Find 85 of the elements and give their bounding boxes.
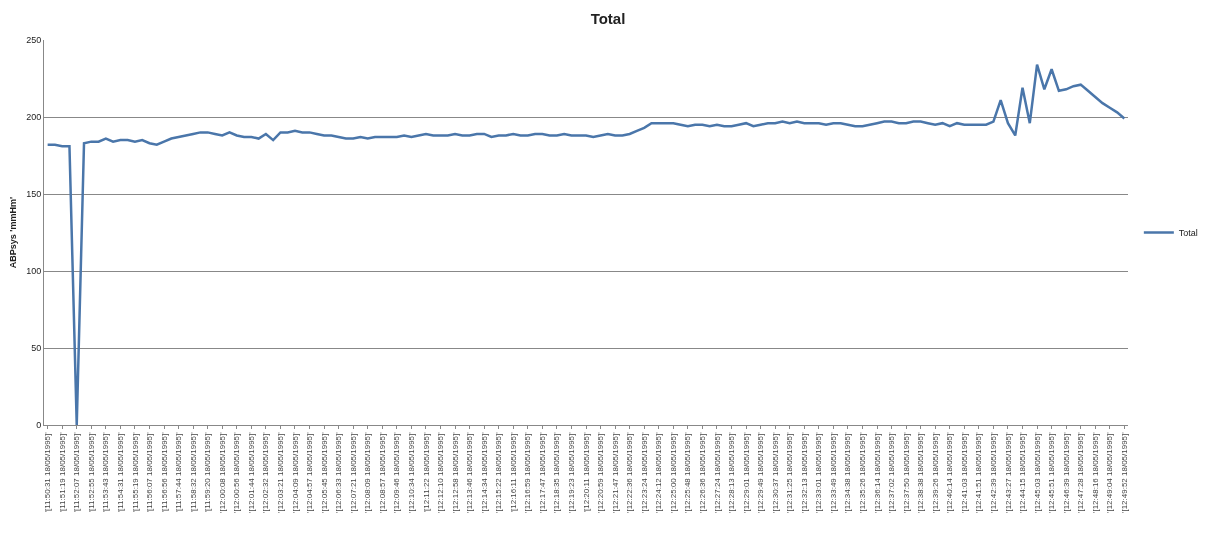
x-tick-label: '[12:37:50 18/05/1995]': [901, 431, 911, 514]
x-tick-label: '[11:56:56 18/05/1995]': [159, 431, 169, 513]
x-tick-label: '[12:46:39 18/05/1995]': [1061, 431, 1071, 514]
x-tick-label: '[11:57:44 18/05/1995]': [174, 431, 184, 513]
x-tick-label: '[12:38:38 18/05/1995]': [916, 431, 926, 514]
x-tick-label: '[12:27:24 18/05/1995]': [712, 431, 722, 514]
x-tick-label: '[12:26:36 18/05/1995]': [698, 431, 707, 514]
legend-label: Total: [1178, 228, 1198, 239]
x-tick-label: '[12:18:35 18/05/1995]': [552, 431, 562, 514]
x-tick-label: '[12:16:59 18/05/1995]': [523, 431, 533, 514]
x-tick-label: '[12:14:34 18/05/1995]': [479, 431, 489, 514]
x-tick-label: '[12:35:26 18/05/1995]': [858, 431, 868, 514]
x-tick-label: '[12:41:03 18/05/1995]': [959, 431, 969, 514]
x-tick-label: '[12:12:58 18/05/1995]': [450, 431, 460, 514]
line-series: [46, 63, 1126, 425]
x-tick-label: '[12:05:45 18/05/1995]': [319, 431, 329, 514]
y-tick-label: 100: [26, 266, 42, 277]
x-tick-label: '[12:32:13 18/05/1995]': [799, 431, 809, 514]
x-tick-label: '[12:45:51 18/05/1995]': [1047, 431, 1057, 514]
x-tick-label: '[12:41:51 18/05/1995]': [974, 431, 984, 514]
x-tick-label: '[12:44:15 18/05/1995]': [1018, 431, 1028, 514]
x-tick-label: '[12:49:52 18/05/1995]': [1119, 431, 1129, 514]
x-tick-label: '[12:16:11 18/05/1995]': [508, 431, 518, 513]
x-tick-label: '[12:25:00 18/05/1995]': [668, 431, 678, 514]
x-tick-label: '[12:07:21 18/05/1995]': [348, 431, 358, 514]
y-tick-label: 50: [31, 343, 42, 354]
x-tick-label: '[12:31:25 18/05/1995]': [785, 431, 795, 514]
x-tick-label: '[11:56:07 18/05/1995]': [145, 431, 155, 513]
x-tick-label: '[11:50:31 18/05/1995]': [43, 431, 53, 513]
x-tick-label: '[12:17:47 18/05/1995]': [537, 431, 547, 514]
x-tick-label: '[12:39:26 18/05/1995]': [930, 431, 940, 514]
x-tick-label: '[12:10:34 18/05/1995]': [407, 431, 416, 514]
x-tick-label: '[12:28:13 18/05/1995]': [727, 431, 737, 514]
x-tick-label: '[12:15:22 18/05/1995]': [494, 431, 504, 514]
y-tick-label: 250: [26, 35, 42, 46]
x-tick-label: '[12:12:10 18/05/1995]': [436, 431, 446, 514]
x-tick-label: '[12:33:01 18/05/1995]': [814, 431, 824, 514]
x-tick-label: '[12:42:39 18/05/1995]': [989, 431, 999, 514]
x-tick-label: '[12:01:44 18/05/1995]': [246, 431, 256, 514]
y-tick-label: 0: [36, 420, 42, 431]
x-tick-label: '[12:36:14 18/05/1995]': [872, 431, 882, 514]
x-tick-label: '[11:53:43 18/05/1995]': [101, 431, 111, 513]
x-tick-label: '[12:33:49 18/05/1995]': [828, 431, 838, 514]
x-tick-label: '[12:08:09 18/05/1995]': [363, 431, 373, 514]
x-tick-label: '[12:21:47 18/05/1995]': [610, 431, 620, 514]
x-tick-label: '[12:13:46 18/05/1995]': [465, 431, 475, 514]
x-tick-label: '[12:34:38 18/05/1995]': [843, 431, 853, 514]
x-tick-label: '[12:06:33 18/05/1995]': [334, 431, 344, 514]
x-tick-label: '[12:37:02 18/05/1995]': [887, 431, 897, 514]
x-tick-label: '[12:20:11 18/05/1995]': [581, 431, 591, 513]
x-tick-label: '[12:20:59 18/05/1995]': [596, 431, 606, 514]
x-tick-label: '[12:40:14 18/05/1995]': [945, 431, 955, 514]
x-tick-label: '[11:51:19 18/05/1995]': [57, 431, 67, 513]
y-tick-label: 200: [26, 112, 42, 123]
x-tick-label: '[12:02:32 18/05/1995]': [261, 431, 271, 514]
x-tick-label: '[12:25:48 18/05/1995]': [683, 431, 693, 514]
x-tick-label: '[12:00:56 18/05/1995]': [232, 431, 242, 514]
x-tick-label: '[12:04:57 18/05/1995]': [305, 431, 315, 514]
x-tick-label: '[12:49:04 18/05/1995]': [1105, 431, 1115, 514]
x-tick-label: '[11:52:55 18/05/1995]': [86, 431, 96, 513]
x-tick-label: '[12:03:21 18/05/1995]': [276, 431, 286, 514]
x-tick-label: '[12:29:49 18/05/1995]': [756, 431, 766, 514]
x-tick-label: '[12:24:12 18/05/1995]': [654, 431, 664, 514]
x-tick-label: '[12:08:57 18/05/1995]': [377, 431, 387, 514]
x-tick-label: '[12:22:36 18/05/1995]': [625, 431, 635, 514]
x-tick-label: '[12:29:01 18/05/1995]': [741, 431, 751, 514]
y-tick-label: 150: [26, 189, 42, 200]
chart-title: Total: [590, 10, 626, 28]
x-tick-label: '[12:48:16 18/05/1995]': [1090, 431, 1100, 514]
x-tick-label: '[12:43:27 18/05/1995]': [1003, 431, 1013, 514]
x-tick-label: '[11:58:32 18/05/1995]': [188, 431, 198, 513]
x-tick-label: '[11:59:20 18/05/1995]': [203, 431, 213, 513]
x-tick-label: '[12:09:46 18/05/1995]': [392, 431, 402, 514]
x-tick-label: '[11:54:31 18/05/1995]': [115, 431, 125, 513]
x-tick-label: '[12:04:09 18/05/1995]': [290, 431, 300, 514]
x-tick-label: '[12:30:37 18/05/1995]': [770, 431, 780, 514]
x-tick-label: '[12:47:28 18/05/1995]': [1076, 431, 1086, 514]
x-tick-label: '[11:52:07 18/05/1995]': [72, 431, 82, 513]
y-axis-title: ABPsys 'mmHm': [7, 196, 18, 269]
x-tick-label: '[12:19:23 18/05/1995]': [567, 431, 577, 514]
x-tick-label: '[12:45:03 18/05/1995]': [1032, 431, 1042, 514]
x-tick-label: '[11:55:19 18/05/1995]': [130, 431, 140, 513]
x-tick-label: '[12:11:22 18/05/1995]': [421, 431, 431, 513]
x-tick-label: '[12:00:08 18/05/1995]': [217, 431, 227, 514]
x-tick-label: '[12:23:24 18/05/1995]': [639, 431, 649, 514]
